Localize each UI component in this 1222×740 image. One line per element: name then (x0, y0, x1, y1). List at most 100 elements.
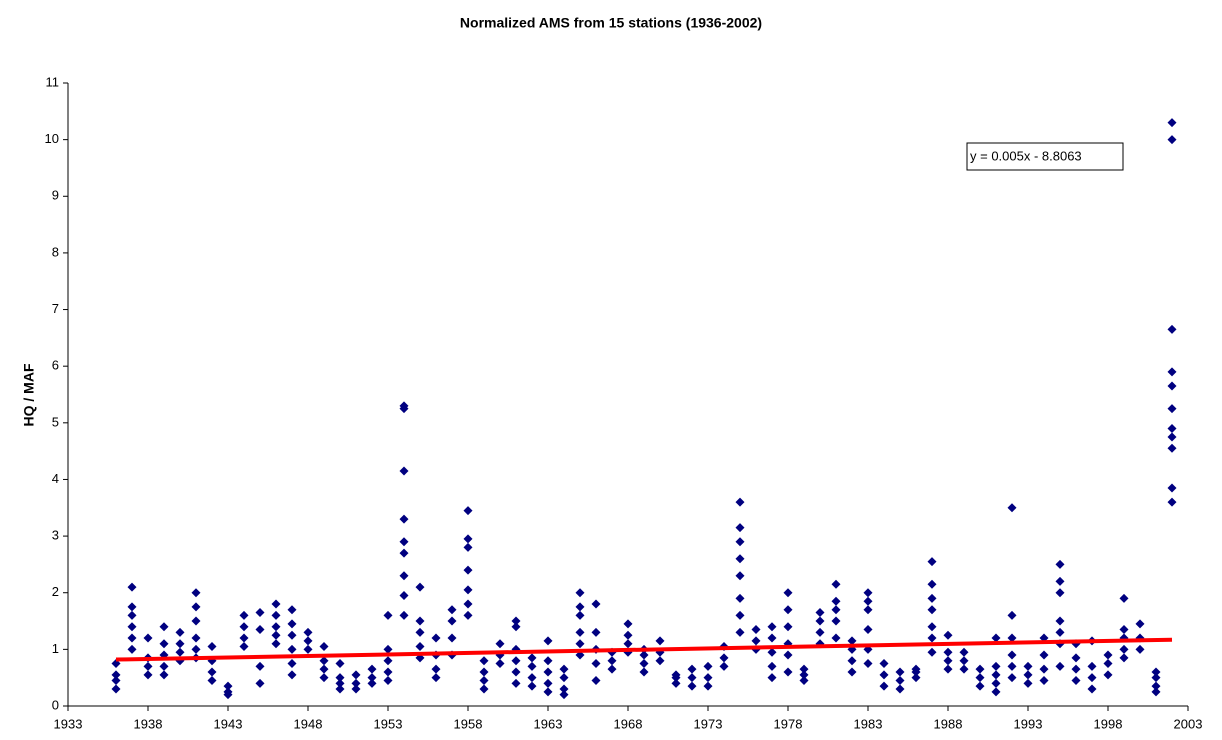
point (1055, 576, 1065, 586)
point (639, 667, 649, 677)
point (735, 554, 745, 564)
point (927, 622, 937, 632)
point (1119, 653, 1129, 663)
point (847, 667, 857, 677)
point (991, 670, 1001, 680)
point (1167, 497, 1177, 507)
point (1087, 673, 1097, 683)
point (783, 622, 793, 632)
point (895, 684, 905, 694)
point (543, 667, 553, 677)
point (799, 664, 809, 674)
point (527, 661, 537, 671)
point (399, 537, 409, 547)
point (287, 670, 297, 680)
x-tick-label: 1948 (294, 716, 323, 731)
point (1151, 667, 1161, 677)
point (559, 690, 569, 700)
point (927, 593, 937, 603)
point (527, 653, 537, 663)
point (495, 639, 505, 649)
point (255, 625, 265, 635)
point (543, 656, 553, 666)
trendline (115, 637, 1173, 662)
point (527, 681, 537, 691)
point (287, 644, 297, 654)
point (367, 678, 377, 688)
point (927, 557, 937, 567)
point (175, 647, 185, 657)
point (1167, 423, 1177, 433)
point (1151, 687, 1161, 697)
point (863, 588, 873, 598)
point (879, 670, 889, 680)
point (1167, 324, 1177, 334)
point (399, 548, 409, 558)
point (463, 506, 473, 516)
point (511, 667, 521, 677)
point (127, 633, 137, 643)
point (527, 673, 537, 683)
point (575, 610, 585, 620)
point (607, 664, 617, 674)
point (1007, 650, 1017, 660)
point (223, 687, 233, 697)
point (479, 656, 489, 666)
point (639, 650, 649, 660)
point (431, 664, 441, 674)
point (863, 596, 873, 606)
point (623, 630, 633, 640)
point (287, 630, 297, 640)
point (751, 625, 761, 635)
point (127, 602, 137, 612)
point (847, 636, 857, 646)
point (431, 633, 441, 643)
point (735, 571, 745, 581)
point (479, 676, 489, 686)
point (1135, 644, 1145, 654)
point (927, 579, 937, 589)
point (1007, 661, 1017, 671)
point (879, 659, 889, 669)
point (1055, 661, 1065, 671)
point (303, 636, 313, 646)
point (399, 571, 409, 581)
point (415, 642, 425, 652)
point (143, 661, 153, 671)
x-tick-label: 1958 (454, 716, 483, 731)
point (1071, 653, 1081, 663)
point (1167, 443, 1177, 453)
point (127, 582, 137, 592)
point (1023, 670, 1033, 680)
x-tick-label: 1993 (1014, 716, 1043, 731)
point (207, 642, 217, 652)
point (879, 681, 889, 691)
point (351, 670, 361, 680)
point (719, 661, 729, 671)
point (1071, 664, 1081, 674)
point (991, 661, 1001, 671)
point (1087, 684, 1097, 694)
point (623, 619, 633, 629)
point (687, 673, 697, 683)
point (719, 653, 729, 663)
point (959, 664, 969, 674)
point (895, 667, 905, 677)
point (511, 622, 521, 632)
point (1135, 619, 1145, 629)
x-tick-label: 1953 (374, 716, 403, 731)
point (511, 678, 521, 688)
point (1167, 367, 1177, 377)
point (383, 676, 393, 686)
point (703, 661, 713, 671)
point (703, 673, 713, 683)
point (431, 673, 441, 683)
x-tick-label: 1973 (694, 716, 723, 731)
point (1103, 659, 1113, 669)
point (191, 602, 201, 612)
point (383, 610, 393, 620)
point (335, 673, 345, 683)
point (271, 622, 281, 632)
point (751, 636, 761, 646)
point (223, 681, 233, 691)
